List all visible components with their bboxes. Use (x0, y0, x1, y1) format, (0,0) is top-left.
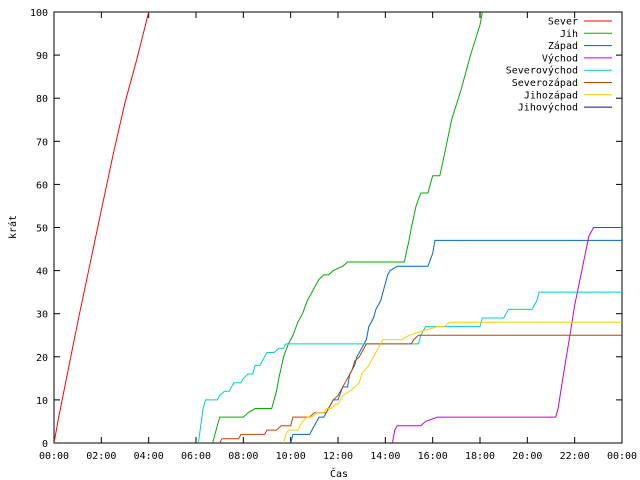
series-line-3 (290, 239, 622, 443)
series-line-5 (197, 291, 622, 443)
x-axis-label: Čas (330, 467, 348, 480)
y-tick-label: 60 (36, 180, 48, 191)
y-tick-label: 10 (36, 396, 48, 407)
series-line-2 (212, 12, 483, 443)
y-axis-label: krát (7, 215, 19, 239)
x-tick-label: 12:00 (323, 451, 353, 462)
legend-entry-label: Východ (542, 52, 578, 64)
legend-entry-label: Sever (548, 17, 578, 28)
legend-entry-label: Jih (560, 29, 578, 40)
x-tick-label: 02:00 (86, 451, 116, 462)
x-tick-label: 06:00 (181, 451, 211, 462)
x-tick-label: 04:00 (134, 451, 164, 462)
y-tick-label: 50 (36, 224, 48, 235)
tick-labels: 00:00 02:00 04:00 06:00 08:00 10:00 12:00 14:00… (30, 8, 637, 462)
legend-entry-label: Západ (548, 40, 578, 52)
series-line-1 (54, 12, 150, 443)
y-tick-label: 20 (36, 353, 48, 364)
x-tick-label: 08:00 (228, 451, 258, 462)
series-line-7 (283, 321, 622, 443)
y-tick-label: 90 (36, 51, 48, 62)
y-tick-label: 0 (42, 439, 48, 450)
x-tick-label: 00:00 (607, 451, 637, 462)
x-tick-label: 00:00 (39, 451, 69, 462)
x-tick-label: 14:00 (370, 451, 400, 462)
series-layer (54, 12, 622, 443)
x-tick-label: 18:00 (465, 451, 495, 462)
y-tick-label: 30 (36, 310, 48, 321)
legend-entry-label: Jihovýchod (518, 102, 578, 114)
legend-entry-label: Severovýchod (506, 65, 578, 77)
series-line-6 (219, 334, 622, 443)
y-tick-label: 80 (36, 94, 48, 105)
x-tick-label: 22:00 (560, 451, 590, 462)
y-tick-label: 40 (36, 267, 48, 278)
legend-entry-label: Jihozápad (524, 89, 578, 101)
y-tick-label: 100 (30, 8, 48, 19)
x-tick-label: 10:00 (276, 451, 306, 462)
legend: SeverJihZápadVýchodSeverovýchodSeverozáp… (506, 17, 612, 114)
legend-entry-label: Severozápad (512, 77, 578, 89)
x-tick-label: 20:00 (512, 451, 542, 462)
y-tick-label: 70 (36, 137, 48, 148)
series-line-4 (391, 227, 622, 443)
x-tick-label: 16:00 (418, 451, 448, 462)
